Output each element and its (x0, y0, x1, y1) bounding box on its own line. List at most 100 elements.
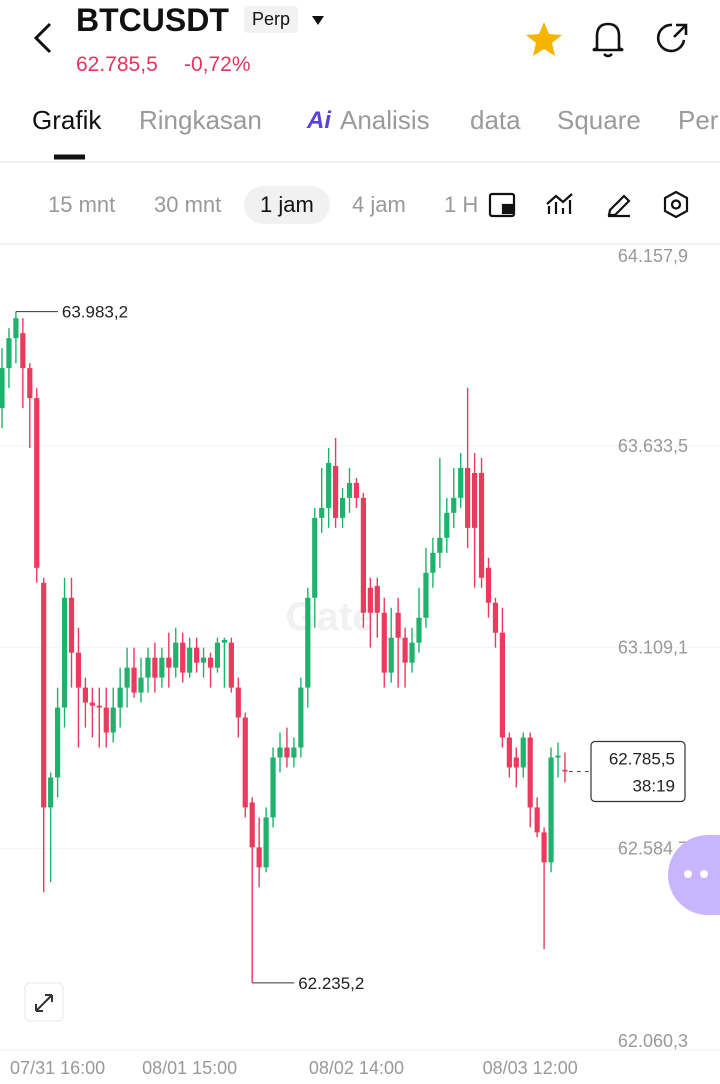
interval[interactable]: 30 mnt (154, 192, 222, 217)
candle-body (207, 657, 214, 668)
indicator-button[interactable] (546, 193, 573, 214)
candle-body (562, 769, 568, 772)
candle-body (381, 612, 387, 673)
candle-body (388, 637, 394, 673)
candle-body (124, 667, 130, 688)
candle-body (277, 747, 283, 758)
candle-body (221, 639, 227, 643)
tab[interactable]: data (470, 105, 521, 135)
candle-body (465, 467, 471, 528)
candle-body (235, 687, 241, 718)
candle-body (187, 647, 193, 673)
candle-body (395, 612, 401, 638)
y-tick-label: 63.109,1 (618, 637, 688, 657)
symbol[interactable]: BTCUSDT (76, 2, 229, 38)
candle-body (541, 832, 547, 863)
candle-body (298, 687, 304, 748)
fullscreen-button[interactable] (24, 982, 64, 1022)
candle-body (138, 677, 144, 693)
candle-body (27, 368, 33, 399)
candle-body (68, 597, 75, 653)
x-tick-label: 07/31 16:00 (10, 1058, 105, 1078)
tab[interactable]: Analisis (340, 105, 430, 135)
alert-bell[interactable] (592, 22, 624, 58)
candle-body (263, 817, 269, 868)
candle-body (312, 517, 318, 598)
candle-body (131, 667, 137, 693)
extreme-label: 63.983,2 (62, 303, 128, 322)
candle-body (326, 462, 332, 508)
candle-body (437, 537, 443, 553)
candle-body (96, 705, 102, 708)
settings-button[interactable] (663, 190, 689, 219)
candle-body (200, 657, 207, 663)
x-tick-label: 08/02 14:00 (309, 1058, 404, 1078)
candle-body (416, 617, 422, 643)
interval[interactable]: 15 mnt (48, 192, 116, 217)
candle-body (270, 757, 276, 818)
watermark: Gate (286, 595, 375, 639)
candle-body (34, 398, 40, 568)
chat-bubble[interactable] (668, 835, 720, 915)
share-button[interactable] (656, 23, 688, 53)
candle-body (89, 702, 95, 706)
candle-body (41, 582, 47, 808)
candle-body (159, 657, 165, 678)
chrome-icons (0, 16, 720, 245)
candle-body (478, 472, 485, 578)
candle-body (0, 368, 5, 409)
candle-countdown: 38:19 (632, 777, 675, 796)
ai-badge: Ai (307, 107, 331, 134)
layout-button[interactable] (488, 192, 516, 218)
last-price: 62.785,5 (76, 53, 158, 76)
candle-body (61, 597, 68, 708)
draw-button[interactable] (607, 194, 631, 218)
candle-body (472, 472, 478, 528)
candle-body (13, 318, 19, 339)
candle-body (555, 755, 561, 758)
candle-body (513, 757, 519, 768)
candle-body (346, 482, 353, 498)
candle-body (173, 642, 179, 668)
y-tick-label: 64.157,9 (618, 246, 688, 266)
candle-body (103, 707, 109, 733)
candle-body (339, 497, 346, 518)
symbol-dropdown[interactable] (312, 16, 324, 25)
candle-body (485, 567, 492, 603)
x-tick-label: 08/01 15:00 (142, 1058, 237, 1078)
candle-body (492, 602, 499, 633)
candle-body (291, 747, 297, 758)
candle-body (228, 642, 234, 688)
candle-body (527, 737, 533, 808)
interval[interactable]: 4 jam (352, 192, 406, 217)
candle-body (117, 687, 123, 708)
candle-body (48, 777, 54, 808)
candle-body (75, 652, 82, 688)
candle-body (152, 657, 158, 678)
tab[interactable]: Grafik (32, 105, 102, 135)
candle-body (520, 737, 526, 768)
candle-body (242, 717, 248, 808)
candle-body (402, 637, 408, 663)
candle-body (360, 497, 366, 613)
interval[interactable]: 1 H (444, 192, 479, 217)
candle-body (256, 847, 262, 868)
candle-body (82, 687, 88, 703)
interval[interactable]: 1 jam (244, 186, 330, 224)
tab[interactable]: Square (557, 105, 641, 135)
candle-body (166, 657, 172, 668)
back-button[interactable] (33, 22, 52, 54)
candle-body (6, 338, 12, 369)
favorite-star[interactable] (526, 22, 562, 56)
tab[interactable]: Per (678, 105, 719, 135)
tab[interactable]: Ringkasan (139, 105, 262, 135)
last-price-box (590, 740, 686, 803)
candle-body (333, 466, 339, 518)
y-tick-label: 62.060,3 (618, 1031, 688, 1051)
y-tick-label: 63.633,5 (618, 436, 688, 456)
x-tick-label: 08/03 12:00 (483, 1058, 578, 1078)
candle-body (305, 597, 311, 688)
candle-body (374, 585, 380, 613)
